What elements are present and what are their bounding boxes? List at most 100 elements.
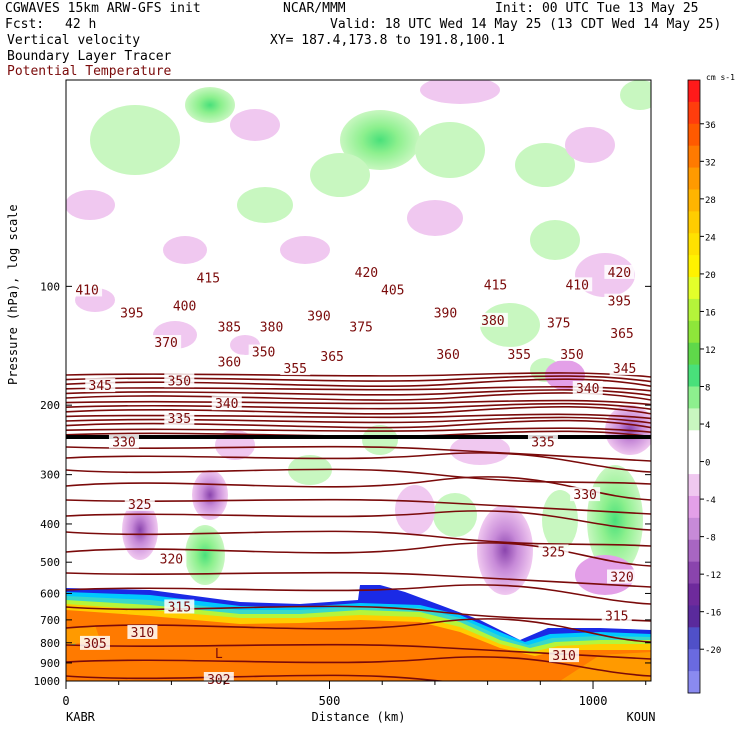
colorbar-swatch (688, 539, 700, 563)
colorbar-label: -8 (705, 534, 716, 544)
theta-label-bg (477, 312, 508, 327)
theta-label-bg (570, 487, 601, 502)
theta-label-bg (164, 373, 195, 388)
forecast-hours: 42 h (65, 17, 97, 32)
theta-line (66, 542, 651, 567)
x-tick-label: 1000 (579, 694, 608, 708)
colorbar-label: 12 (705, 346, 716, 356)
theta-label: 350 (252, 346, 275, 361)
theta-label: 340 (215, 397, 238, 412)
colorbar-swatch (688, 495, 700, 519)
theta-label-bg (211, 396, 242, 411)
y-tick-label: 100 (40, 280, 60, 293)
theta-label-bg (116, 305, 147, 320)
y-tick-label: 200 (40, 399, 60, 412)
theta-label-bg (303, 308, 334, 323)
theta-label: 310 (552, 649, 575, 664)
y-axis-title: Pressure (hPa), log scale (6, 204, 20, 385)
theta-label: 375 (349, 321, 372, 336)
y-tick-label: 900 (40, 657, 60, 670)
theta-line (66, 510, 651, 531)
theta-label: 415 (197, 271, 220, 286)
org-label: NCAR/MMM (283, 1, 346, 16)
theta-label-bg (430, 305, 461, 320)
theta-label: 370 (154, 336, 177, 351)
theta-label: 350 (560, 348, 583, 363)
valid-time: Valid: 18 UTC Wed 14 May 25 (13 CDT Wed … (330, 17, 722, 32)
colorbar-swatch (688, 561, 700, 585)
theta-label: 320 (610, 571, 633, 586)
colorbar-swatch (688, 671, 700, 694)
theta-label-bg (79, 635, 110, 650)
colorbar-label: 20 (705, 271, 716, 281)
x-axis-title: Distance (km) (312, 710, 406, 724)
theta-label-bg (601, 608, 632, 623)
theta-label: 385 (218, 321, 241, 336)
colorbar-swatch (688, 627, 700, 650)
theta-label: 390 (434, 307, 457, 322)
theta-label-bg (607, 569, 638, 584)
theta-line (66, 468, 651, 485)
x-start-station: KABR (66, 710, 96, 724)
colorbar-swatch (688, 255, 700, 278)
theta-label: 395 (608, 295, 631, 310)
theta-label: 330 (112, 435, 135, 450)
colorbar-swatch (688, 474, 700, 497)
theta-label: 360 (218, 356, 241, 371)
theta-contour-labels: 415 420 420 410 405 415 410 395 400 390 390 395 385 3… (72, 264, 640, 688)
theta-label-bg (543, 315, 574, 330)
colorbar-label: 0 (705, 459, 710, 469)
colorbar-swatch (688, 277, 700, 300)
theta-line (66, 530, 651, 547)
colorbar: cm s-1 36 32 28 24 20 16 12 8 4 0 -4 -8 -12 -16 -20 (687, 73, 735, 694)
theta-label: 395 (120, 307, 143, 322)
theta-line (66, 498, 651, 515)
y-tick-label: 700 (40, 614, 60, 627)
theta-label: 405 (381, 283, 404, 298)
theta-label-bg (480, 277, 511, 292)
theta-label: 350 (168, 374, 191, 389)
theta-label-bg (72, 282, 103, 297)
colorbar-label: -16 (705, 609, 721, 619)
theta-label-bg (203, 672, 234, 686)
theta-label-bg (562, 277, 593, 292)
colorbar-swatch (688, 386, 700, 409)
colorbar-swatch (688, 167, 700, 190)
theta-line (66, 427, 651, 433)
theta-label-bg (609, 361, 640, 376)
theta-label: 320 (160, 552, 183, 567)
colorbar-swatch (688, 320, 700, 344)
x-end-station: KOUN (627, 710, 656, 724)
theta-label: 365 (610, 327, 633, 342)
init-time: Init: 00 UTC Tue 13 May 25 (495, 1, 699, 16)
colorbar-swatch (688, 583, 700, 606)
theta-label-bg (433, 346, 464, 361)
theta-label: 315 (605, 609, 628, 624)
theta-label-bg (317, 349, 348, 364)
low-marker: L (215, 647, 223, 662)
theta-label-bg (604, 293, 635, 308)
theta-label-bg (156, 551, 187, 566)
colorbar-swatch (688, 517, 700, 541)
theta-label-bg (527, 434, 558, 449)
theta-label: 375 (547, 317, 570, 332)
colorbar-label: -20 (705, 646, 721, 656)
theta-label: 380 (260, 321, 283, 336)
colorbar-label: 8 (705, 384, 710, 394)
theta-label: 360 (436, 348, 459, 363)
x-tick-label: 0 (62, 694, 69, 708)
x-axis: 0 500 1000 KABR KOUN Distance (km) (62, 681, 655, 724)
theta-label-bg (214, 354, 245, 369)
theta-label: 325 (128, 498, 151, 513)
theta-line (66, 656, 651, 677)
colorbar-swatch (688, 211, 700, 234)
colorbar-swatch (688, 145, 700, 169)
y-axis: 100 200 300 400 500 600 700 800 900 1000 (34, 280, 651, 688)
theta-label-bg (164, 599, 195, 614)
colorbar-label: 28 (705, 196, 716, 206)
colorbar-swatch (688, 452, 700, 475)
theta-label-bg (124, 496, 155, 511)
theta-label: 340 (576, 382, 599, 397)
theta-label: 365 (320, 350, 343, 365)
